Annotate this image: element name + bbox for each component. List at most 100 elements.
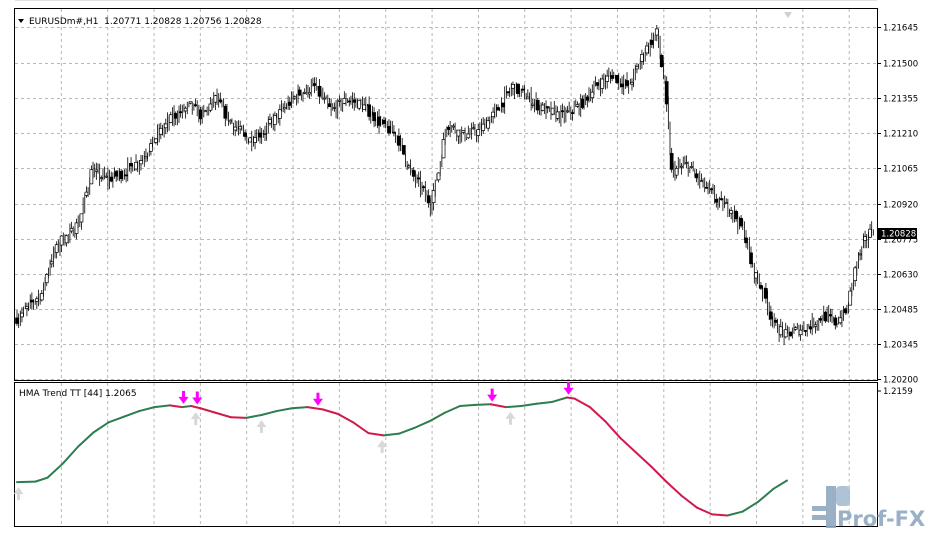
price-axis-label: 1.21645 xyxy=(883,24,918,34)
candle-body xyxy=(317,85,322,97)
candle-body xyxy=(659,54,664,68)
candle-body xyxy=(134,161,138,170)
candle-body xyxy=(843,308,848,313)
hma-segment xyxy=(535,401,553,405)
hma-segment xyxy=(181,404,193,409)
candle-body xyxy=(486,120,491,129)
main-chart-header: EURUSDm#,H1 1.20771 1.20828 1.20756 1.20… xyxy=(29,17,262,27)
hma-segment xyxy=(520,402,538,407)
buy-arrow-icon xyxy=(377,440,388,454)
candle-body xyxy=(704,187,709,189)
candle-body xyxy=(828,314,833,317)
hma-segment xyxy=(214,411,232,419)
hma-segment xyxy=(291,406,309,410)
candle-body xyxy=(744,237,748,244)
candle-body xyxy=(595,82,600,86)
hma-segment xyxy=(566,396,576,400)
hma-segment xyxy=(397,426,416,435)
candle-body xyxy=(540,104,545,111)
hma-segment xyxy=(367,432,385,437)
candle-body xyxy=(168,114,173,123)
price-axis-label: 1.20630 xyxy=(883,271,918,281)
buy-arrow-icon xyxy=(190,412,201,426)
hma-signal-arrows xyxy=(13,381,574,501)
candle-body xyxy=(218,99,223,103)
candle-body xyxy=(645,45,649,54)
candle-body xyxy=(372,112,376,122)
candle-body xyxy=(684,162,689,164)
candle-body xyxy=(307,91,312,95)
candle-body xyxy=(446,126,451,130)
hma-segment xyxy=(336,412,355,424)
candle-body xyxy=(421,186,426,189)
candle-body xyxy=(69,228,74,232)
price-axis-label: 1.20485 xyxy=(883,306,918,316)
candle-body xyxy=(818,318,823,321)
hma-segment xyxy=(619,437,637,454)
candle-body xyxy=(327,103,332,107)
candle-body xyxy=(74,222,79,234)
candle-body xyxy=(868,228,872,238)
candle-body xyxy=(530,103,535,106)
candle-body xyxy=(163,123,168,129)
indicator-header: HMA Trend TT [44] 1.2065 xyxy=(19,389,137,399)
hma-segment xyxy=(573,397,591,409)
hma-segment xyxy=(756,487,775,503)
candle-body xyxy=(823,311,828,322)
hma-segment xyxy=(741,500,759,513)
candle-body xyxy=(719,198,724,200)
chart-shift-marker-icon[interactable] xyxy=(784,12,792,18)
candle-body xyxy=(382,119,386,124)
candle-body xyxy=(773,320,778,323)
candle-body xyxy=(798,329,803,336)
candle-body xyxy=(99,177,104,179)
sell-arrow-icon xyxy=(563,381,574,395)
candle-body xyxy=(208,103,213,111)
candle-body xyxy=(669,153,674,170)
candle-body xyxy=(104,175,109,178)
candle-body xyxy=(615,74,619,84)
candle-body xyxy=(139,160,143,165)
price-axis-label: 1.20775 xyxy=(883,236,918,246)
candle-body xyxy=(649,39,654,45)
hma-trend-line xyxy=(16,396,788,517)
candle-body xyxy=(689,166,694,168)
candle-body xyxy=(516,83,520,94)
candle-body xyxy=(674,168,679,176)
candle-body xyxy=(476,129,481,136)
hma-segment xyxy=(260,410,278,417)
candle-body xyxy=(441,139,446,159)
hma-segment xyxy=(650,465,668,483)
main-chart-frame[interactable] xyxy=(14,8,878,381)
hma-segment xyxy=(504,404,523,409)
candle-body xyxy=(129,162,133,167)
buy-arrow-icon xyxy=(256,420,267,434)
candle-body xyxy=(362,104,367,110)
candle-body xyxy=(183,107,188,112)
candle-body xyxy=(550,107,555,115)
candle-body xyxy=(352,99,357,103)
candle-body xyxy=(416,177,421,180)
hma-segment xyxy=(190,404,202,410)
candle-body xyxy=(560,110,565,113)
candle-body xyxy=(263,132,267,135)
candle-body xyxy=(39,293,44,301)
candle-body xyxy=(436,172,441,181)
sell-arrow-icon xyxy=(192,391,203,405)
indicator-frame[interactable] xyxy=(14,382,878,527)
hma-segment xyxy=(726,510,744,517)
sell-arrow-icon xyxy=(487,388,498,402)
hma-segment xyxy=(695,506,714,516)
candle-body xyxy=(451,125,456,128)
candle-body xyxy=(193,104,198,107)
candle-body xyxy=(228,119,233,123)
candle-body xyxy=(664,81,669,105)
candle-body xyxy=(858,253,862,256)
price-axis-label: 1.20200 xyxy=(883,376,918,386)
candle-body xyxy=(411,170,416,177)
candle-body xyxy=(347,100,352,103)
candle-body xyxy=(278,109,282,119)
candle-body xyxy=(149,143,153,152)
chart-menu-arrow-icon[interactable] xyxy=(18,19,24,23)
